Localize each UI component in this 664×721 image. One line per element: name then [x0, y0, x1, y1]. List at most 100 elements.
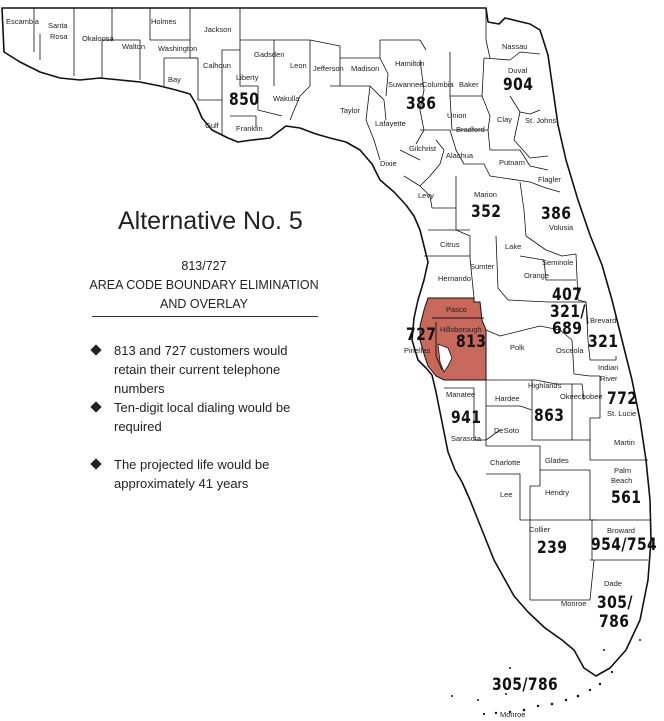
- bullet-item: The projected life would be approximatel…: [90, 455, 322, 493]
- county-monroe-keys: Monroe: [500, 710, 526, 719]
- area-code-407: 407: [552, 285, 583, 305]
- county-santa-rosa-2: Rosa: [50, 32, 68, 41]
- county-marion: Marion: [474, 190, 497, 199]
- county-calhoun: Calhoun: [203, 61, 231, 70]
- county-gilchrist: Gilchrist: [409, 144, 437, 153]
- county-collier: Collier: [529, 525, 551, 534]
- area-code-954-754: 954/754: [591, 535, 658, 555]
- county-suwannee: Suwannee: [388, 80, 424, 89]
- bullet-text: Ten-digit local dialing would be require…: [114, 400, 291, 434]
- area-code-321-orange: 321/: [550, 302, 586, 322]
- county-st-johns: St. Johns: [525, 116, 557, 125]
- bullet-text: 813 and 727 customers would retain their…: [114, 343, 288, 396]
- county-jefferson: Jefferson: [313, 64, 344, 73]
- county-polk: Polk: [510, 343, 525, 352]
- bullet-item: Ten-digit local dialing would be require…: [90, 398, 322, 436]
- tampa-bay: [437, 343, 453, 373]
- county-bay: Bay: [168, 75, 181, 84]
- county-pasco: Pasco: [446, 305, 467, 314]
- county-citrus: Citrus: [440, 240, 460, 249]
- county-lee: Lee: [500, 490, 513, 499]
- area-code-386-north: 386: [406, 94, 437, 114]
- county-palm-beach-2: Beach: [611, 476, 633, 485]
- county-charlotte: Charlotte: [490, 458, 521, 467]
- county-osceola: Osceola: [556, 346, 584, 355]
- county-lafayette: Lafayette: [375, 119, 406, 128]
- bullet-item: 813 and 727 customers would retain their…: [90, 341, 322, 398]
- county-escambia: Escambia: [6, 17, 39, 26]
- divider: [92, 316, 318, 317]
- county-dixie: Dixie: [380, 159, 397, 168]
- county-clay: Clay: [497, 115, 513, 124]
- county-pinellas: Pinellas: [404, 346, 431, 355]
- county-wakulla: Wakulla: [273, 94, 300, 103]
- subtitle-line-2: AND OVERLAY: [160, 297, 248, 311]
- county-okaloosa: Okaloosa: [82, 34, 114, 43]
- county-highlands: Highlands: [528, 381, 562, 390]
- area-code-321-brevard: 321: [588, 332, 619, 352]
- county-hardee: Hardee: [495, 394, 520, 403]
- area-code-813: 813: [456, 332, 487, 352]
- county-gadsden: Gadsden: [254, 50, 285, 59]
- county-putnam: Putnam: [499, 158, 525, 167]
- area-code-561: 561: [611, 488, 642, 508]
- subtitle-codes: 813/727: [181, 259, 227, 273]
- county-martin: Martin: [614, 438, 635, 447]
- county-alachua: Alachua: [446, 151, 474, 160]
- florida-keys: [451, 639, 641, 716]
- county-hernando: Hernando: [438, 274, 471, 283]
- area-code-352: 352: [471, 202, 502, 222]
- county-liberty: Liberty: [236, 73, 259, 82]
- county-dade: Dade: [604, 579, 622, 588]
- county-glades: Glades: [545, 456, 569, 465]
- county-broward: Broward: [607, 526, 635, 535]
- area-code-786-dade: 786: [599, 612, 630, 632]
- county-boundaries: [33, 8, 650, 601]
- area-code-850: 850: [229, 90, 260, 110]
- area-code-305-dade: 305/: [597, 593, 633, 613]
- county-duval: Duval: [508, 66, 528, 75]
- county-monroe: Monroe: [561, 599, 587, 608]
- county-sumter: Sumter: [470, 262, 495, 271]
- area-code-386-east: 386: [541, 204, 572, 224]
- county-taylor: Taylor: [340, 106, 361, 115]
- subtitle-line-1: AREA CODE BOUNDARY ELIMINATION: [89, 278, 319, 292]
- county-hendry: Hendry: [545, 488, 570, 497]
- county-indian-river-2: River: [600, 374, 618, 383]
- county-okeechobee: Okeechobee: [560, 392, 603, 401]
- county-franklin: Franklin: [236, 124, 263, 133]
- florida-outline: [1, 7, 652, 677]
- map-title: Alternative No. 5: [118, 207, 303, 235]
- area-code-863: 863: [534, 406, 565, 426]
- area-code-305-786-keys: 305/786: [492, 675, 559, 695]
- bullet-text: The projected life would be approximatel…: [114, 457, 270, 491]
- county-holmes: Holmes: [151, 17, 177, 26]
- county-levy: Levy: [418, 191, 434, 200]
- county-gulf: Gulf: [205, 121, 219, 130]
- county-desoto: DeSoto: [494, 426, 520, 435]
- county-st-lucie: St. Lucie: [607, 409, 637, 418]
- county-walton: Walton: [122, 42, 146, 51]
- area-code-727: 727: [406, 325, 437, 345]
- county-volusia: Volusia: [549, 223, 574, 232]
- county-hamilton: Hamilton: [395, 59, 425, 68]
- county-flagler: Flagler: [538, 175, 561, 184]
- area-code-941: 941: [451, 408, 482, 428]
- county-madison: Madison: [351, 64, 380, 73]
- county-jackson: Jackson: [204, 25, 232, 34]
- county-washington: Washington: [158, 44, 198, 53]
- county-union: Union: [447, 111, 467, 120]
- county-leon: Leon: [290, 61, 307, 70]
- area-code-904: 904: [503, 75, 534, 95]
- county-sarasota: Sarasota: [451, 434, 482, 443]
- area-code-772: 772: [607, 389, 638, 409]
- county-palm-beach: Palm: [614, 466, 632, 475]
- county-santa-rosa: Santa: [48, 21, 68, 30]
- county-manatee: Manatee: [446, 390, 476, 399]
- area-code-239: 239: [537, 538, 568, 558]
- county-seminole: Seminole: [542, 258, 574, 267]
- county-brevard: Brevard: [590, 316, 617, 325]
- county-nassau: Nassau: [502, 42, 528, 51]
